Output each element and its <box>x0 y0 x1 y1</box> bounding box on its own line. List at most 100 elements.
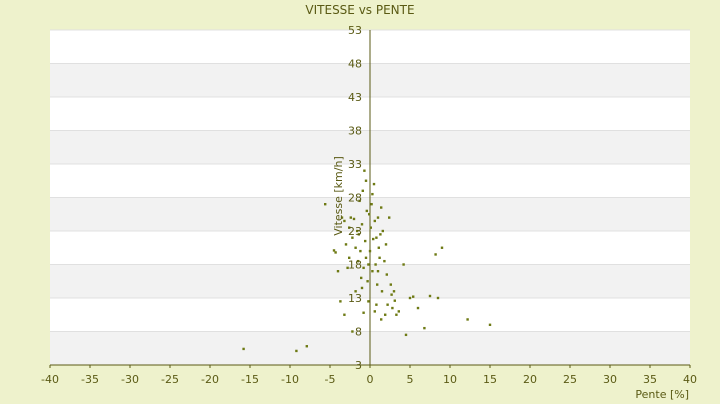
x-tick-label: -40 <box>41 373 59 386</box>
data-point <box>377 246 380 249</box>
x-tick-label: 0 <box>367 373 374 386</box>
data-point <box>360 223 364 226</box>
data-point <box>349 216 352 219</box>
data-point <box>372 182 376 186</box>
data-point <box>385 273 388 276</box>
data-point <box>363 169 366 172</box>
data-point <box>351 330 354 333</box>
data-points <box>242 169 492 353</box>
data-point <box>348 256 351 259</box>
y-tick-label: 28 <box>348 192 362 205</box>
data-point <box>384 243 388 246</box>
data-point <box>375 236 378 239</box>
x-tick-label: -25 <box>161 373 179 386</box>
data-point <box>376 216 380 219</box>
data-point <box>384 313 387 316</box>
data-point <box>380 290 384 293</box>
data-point <box>428 294 432 298</box>
data-point <box>356 259 360 263</box>
x-tick-label: -5 <box>325 373 336 386</box>
x-tick-label: -35 <box>81 373 99 386</box>
data-point <box>360 286 364 290</box>
data-point <box>371 192 374 196</box>
x-axis-label: Pente [%] <box>635 388 689 400</box>
data-point <box>370 203 373 206</box>
data-point <box>373 310 376 313</box>
data-point <box>466 318 469 321</box>
data-point <box>404 333 408 337</box>
y-tick-label: 48 <box>348 58 362 71</box>
data-point <box>391 306 394 310</box>
data-point <box>434 253 437 256</box>
data-point <box>358 199 361 203</box>
y-tick-label: 23 <box>348 225 362 238</box>
data-point <box>343 219 346 223</box>
x-tick-label: -15 <box>241 373 259 386</box>
data-point <box>352 217 356 221</box>
x-tick-label: 30 <box>603 373 617 386</box>
data-point <box>380 206 383 209</box>
data-point <box>339 300 342 303</box>
data-point <box>371 270 374 273</box>
data-point <box>305 345 308 348</box>
data-point <box>392 290 396 293</box>
data-point <box>416 306 420 310</box>
data-point <box>334 251 337 254</box>
x-tick-label: 5 <box>407 373 414 386</box>
data-point <box>362 266 365 270</box>
data-point <box>364 179 368 182</box>
data-point <box>423 326 426 330</box>
y-tick-label: 3 <box>355 359 362 372</box>
data-point <box>324 203 327 206</box>
x-tick-label: -10 <box>281 373 299 386</box>
x-tick-label: 40 <box>683 373 697 386</box>
data-point <box>367 300 370 303</box>
data-point <box>379 233 382 236</box>
data-point <box>362 311 365 314</box>
x-tick-label: -20 <box>201 373 219 386</box>
data-point <box>389 283 392 286</box>
data-point <box>373 219 376 223</box>
x-tick-label: -30 <box>121 373 139 386</box>
data-point <box>436 296 440 300</box>
data-point <box>359 249 362 253</box>
x-tick-label: 10 <box>443 373 457 386</box>
data-point <box>295 349 298 353</box>
x-tick-label: 20 <box>523 373 537 386</box>
y-tick-label: 18 <box>348 259 362 272</box>
y-tick-label: 38 <box>348 125 362 138</box>
data-point <box>348 226 351 229</box>
data-point <box>343 313 346 316</box>
data-point <box>393 299 396 302</box>
data-point <box>397 310 400 313</box>
data-point <box>354 290 357 293</box>
data-point <box>376 270 380 273</box>
data-point <box>395 313 398 316</box>
data-point <box>372 237 375 241</box>
data-point <box>340 216 344 219</box>
data-point <box>412 295 415 298</box>
data-point <box>367 263 370 266</box>
y-tick-label: 43 <box>348 91 362 104</box>
data-point <box>402 263 405 266</box>
data-point <box>381 229 384 233</box>
data-point <box>380 318 383 321</box>
data-point <box>346 266 349 270</box>
data-point <box>361 189 364 192</box>
x-tick-label: 35 <box>643 373 657 386</box>
data-point <box>408 296 412 300</box>
tick-labels: -40 -35 -30 -25 -20 -15 -10 -5 0 5 10 15 20 25 30 35 40 5… <box>41 24 697 386</box>
data-point <box>386 303 389 306</box>
data-point <box>368 213 371 216</box>
data-point <box>488 323 492 326</box>
y-tick-label: 53 <box>348 24 362 37</box>
data-point <box>332 249 336 252</box>
x-tick-label: 15 <box>483 373 497 386</box>
y-tick-label: 8 <box>355 326 362 339</box>
data-point <box>374 263 377 266</box>
data-point <box>375 303 378 306</box>
y-tick-label: 33 <box>348 158 362 171</box>
data-point <box>242 347 245 351</box>
